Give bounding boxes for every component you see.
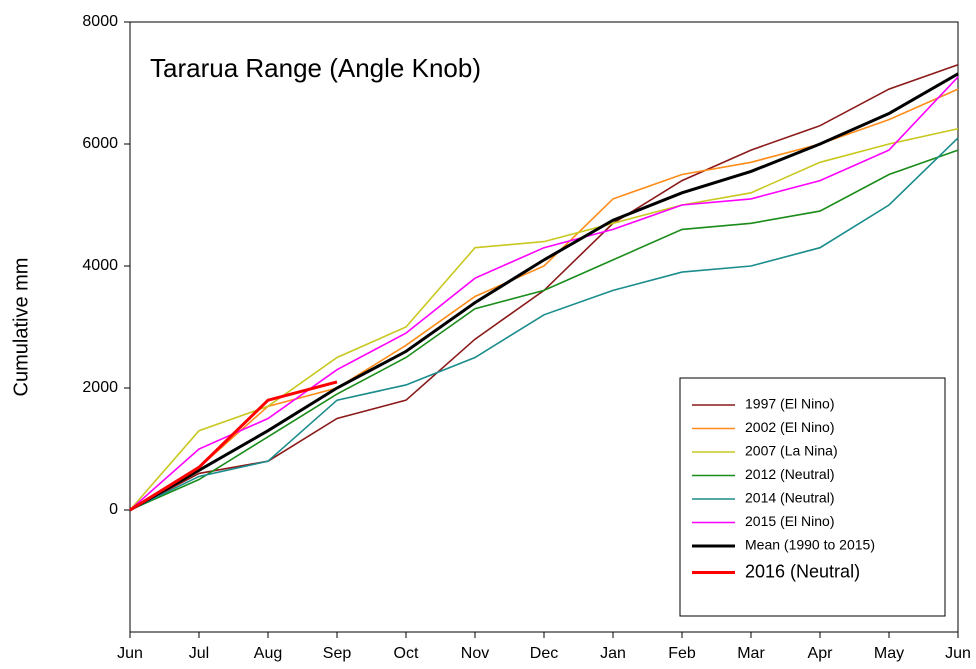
x-tick-label: Mar	[737, 645, 765, 662]
y-axis-label: Cumulative mm	[10, 258, 32, 397]
legend-label: 2007 (La Nina)	[745, 443, 838, 459]
y-tick-label: 0	[109, 501, 118, 518]
legend-label: 2014 (Neutral)	[745, 490, 835, 506]
x-tick-label: Jul	[189, 645, 209, 662]
x-tick-label: Jan	[600, 645, 626, 662]
series-line	[129, 127, 959, 511]
legend-label: 2002 (El Nino)	[745, 419, 835, 435]
legend-label: 2015 (El Nino)	[745, 513, 835, 529]
x-tick-label: Jun	[117, 645, 143, 662]
x-tick-label: Feb	[668, 645, 696, 662]
legend-label: 1997 (El Nino)	[745, 396, 835, 412]
x-tick-label: Oct	[394, 645, 419, 662]
y-tick-label: 8000	[82, 13, 118, 30]
legend-label: Mean (1990 to 2015)	[745, 537, 875, 553]
x-tick-label: Apr	[808, 645, 834, 662]
series-line	[129, 137, 959, 511]
x-tick-label: May	[874, 645, 904, 662]
x-tick-label: Dec	[530, 645, 558, 662]
y-tick-label: 6000	[82, 135, 118, 152]
y-tick-label: 2000	[82, 379, 118, 396]
y-tick-label: 4000	[82, 257, 118, 274]
x-tick-label: Nov	[461, 645, 489, 662]
chart-title: Tararua Range (Angle Knob)	[150, 53, 481, 83]
series-line	[129, 380, 338, 512]
x-tick-label: Jun	[945, 645, 971, 662]
legend-box	[679, 377, 946, 617]
legend-label: 2016 (Neutral)	[745, 561, 860, 581]
legend-label: 2012 (Neutral)	[745, 466, 835, 482]
series-line	[129, 76, 959, 511]
x-tick-label: Sep	[323, 645, 352, 662]
x-tick-label: Aug	[254, 645, 282, 662]
series-line	[129, 149, 959, 511]
series-line	[129, 72, 959, 512]
